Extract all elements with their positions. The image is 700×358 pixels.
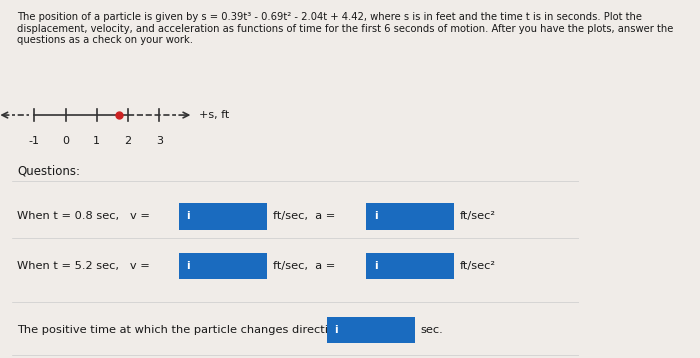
Text: When t = 0.8 sec,   v =: When t = 0.8 sec, v = — [18, 211, 150, 221]
Text: ft/sec,  a =: ft/sec, a = — [273, 211, 335, 221]
Text: i: i — [374, 261, 377, 271]
Text: 1: 1 — [93, 136, 100, 146]
Text: The positive time at which the particle changes direction is: The positive time at which the particle … — [18, 325, 356, 335]
Text: i: i — [334, 325, 337, 335]
FancyBboxPatch shape — [327, 316, 414, 343]
FancyBboxPatch shape — [179, 253, 267, 279]
Text: i: i — [186, 211, 190, 221]
Text: i: i — [186, 261, 190, 271]
Text: ft/sec²: ft/sec² — [460, 211, 496, 221]
Text: 0: 0 — [62, 136, 69, 146]
Text: ft/sec²: ft/sec² — [460, 261, 496, 271]
Text: -1: -1 — [29, 136, 40, 146]
Text: Questions:: Questions: — [18, 165, 80, 178]
Text: When t = 5.2 sec,   v =: When t = 5.2 sec, v = — [18, 261, 150, 271]
Text: sec.: sec. — [421, 325, 443, 335]
Text: +s, ft: +s, ft — [199, 110, 229, 120]
FancyBboxPatch shape — [179, 203, 267, 229]
Text: i: i — [374, 211, 377, 221]
FancyBboxPatch shape — [366, 203, 454, 229]
Text: The position of a particle is given by s = 0.39t³ - 0.69t² - 2.04t + 4.42, where: The position of a particle is given by s… — [18, 12, 673, 45]
Text: 3: 3 — [155, 136, 162, 146]
Text: 2: 2 — [125, 136, 132, 146]
Text: ft/sec,  a =: ft/sec, a = — [273, 261, 335, 271]
FancyBboxPatch shape — [366, 253, 454, 279]
